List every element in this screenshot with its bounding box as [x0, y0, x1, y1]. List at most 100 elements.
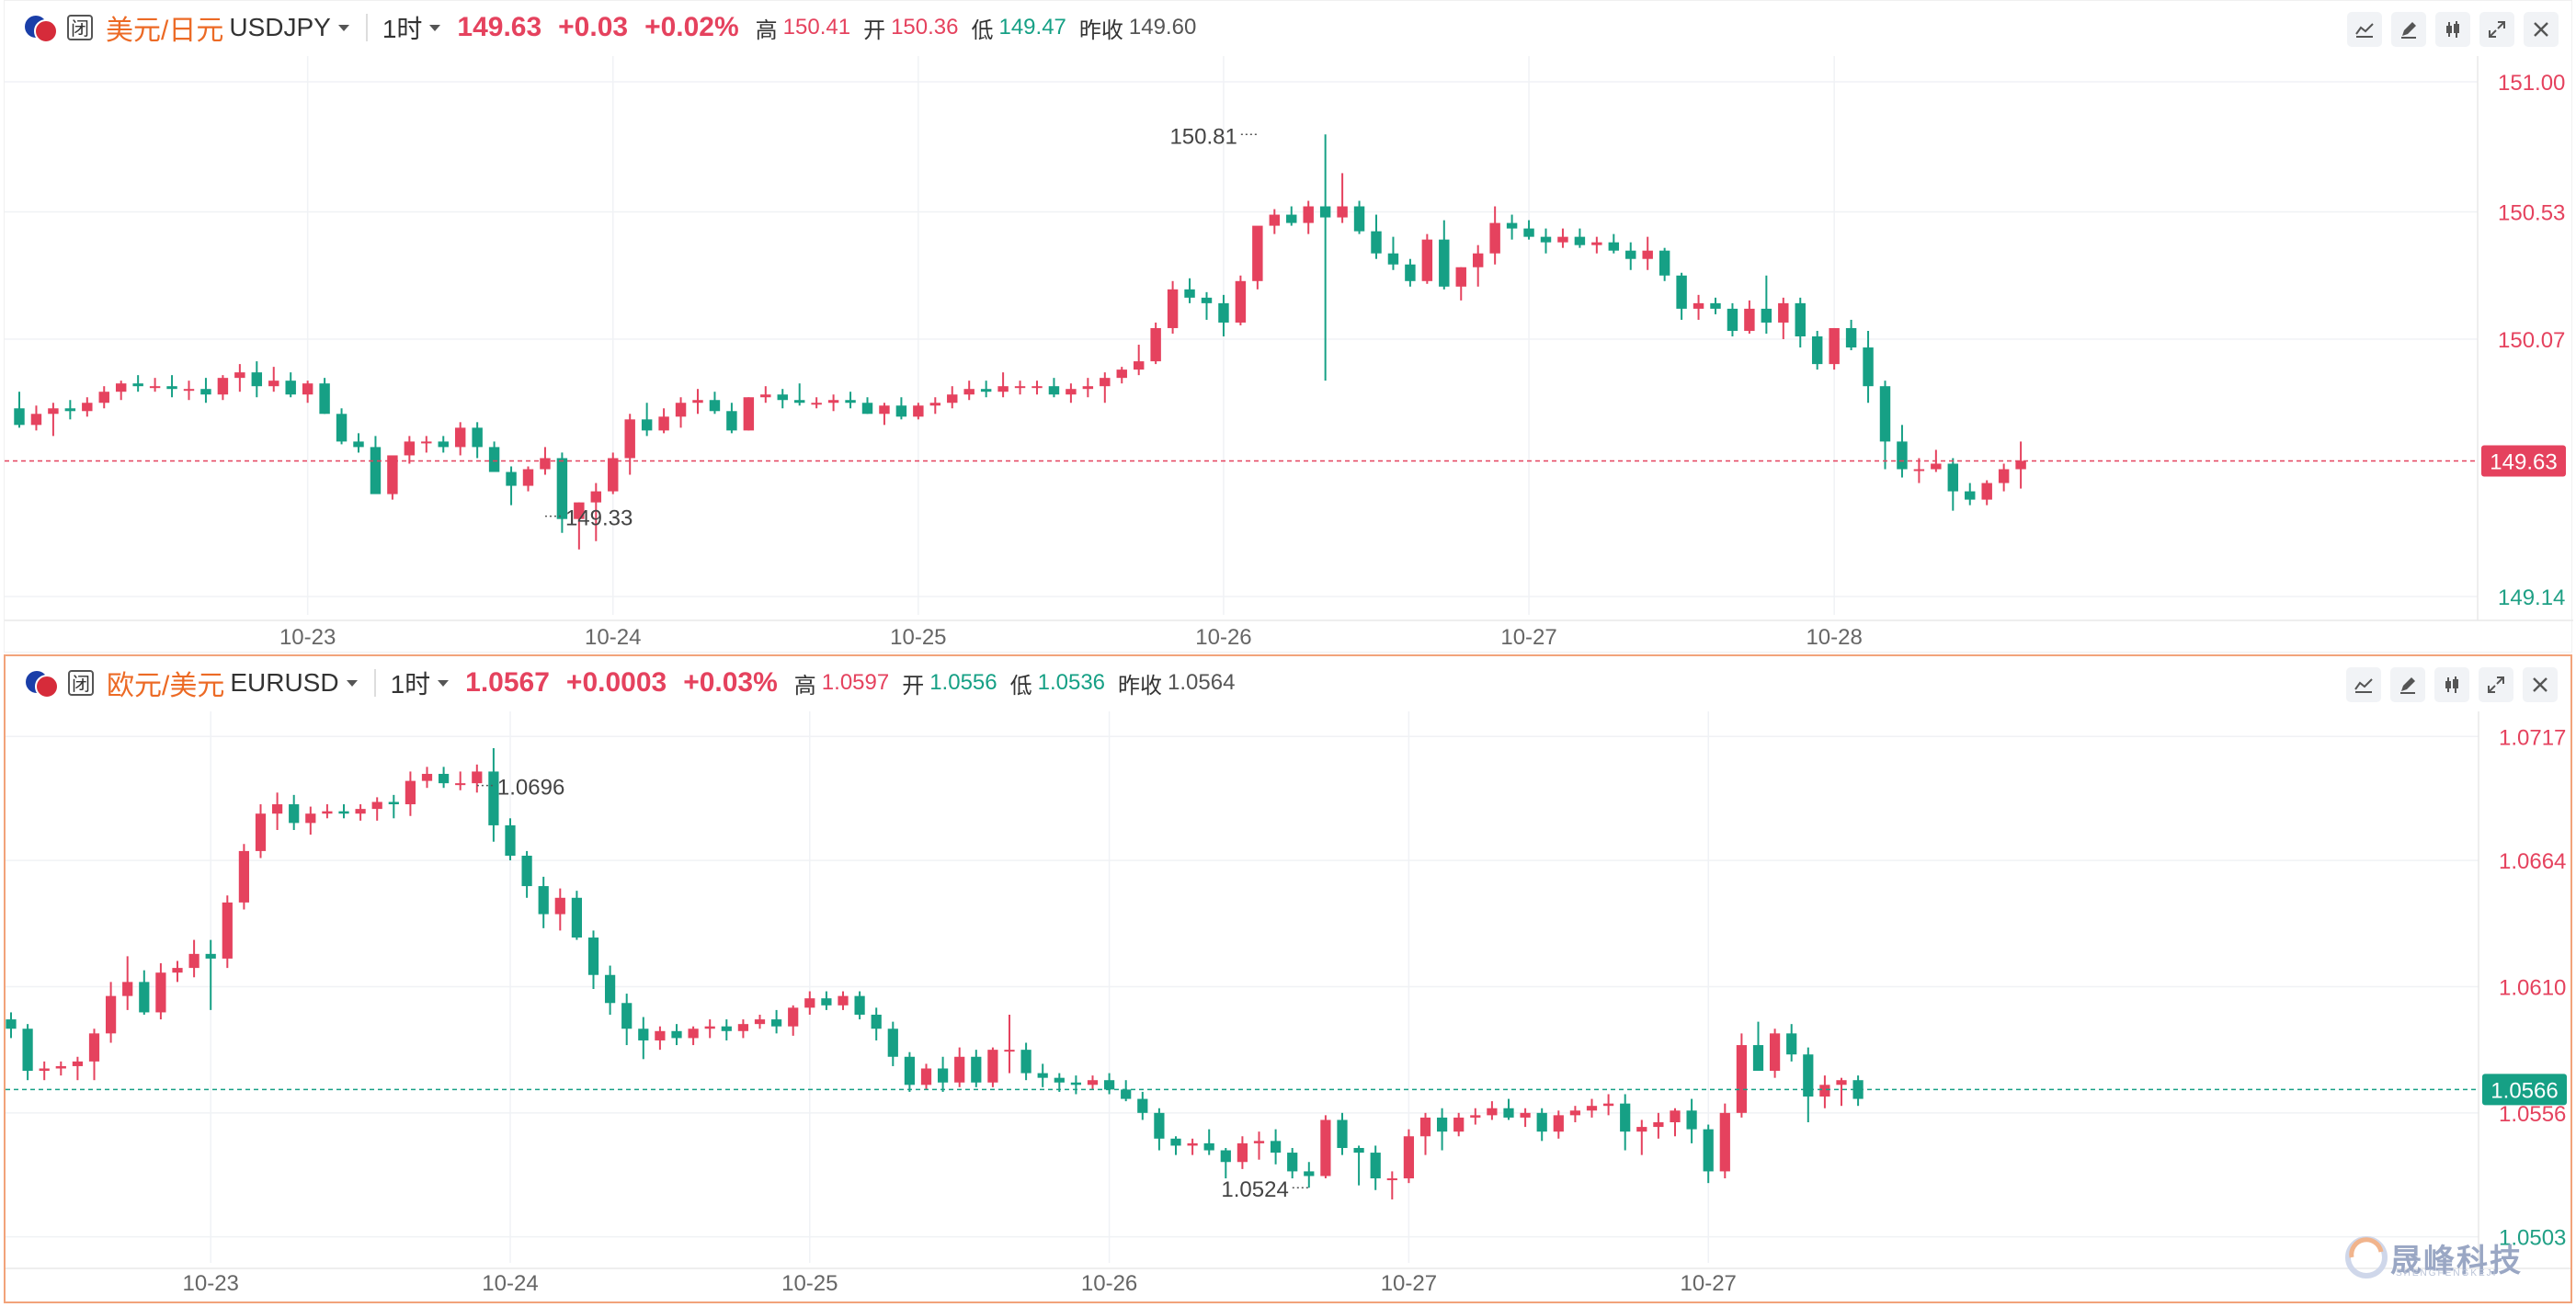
candle-body: [793, 400, 805, 403]
candle-body: [14, 408, 25, 426]
candles-icon[interactable]: [2434, 667, 2469, 702]
timeframe-dropdown-icon[interactable]: [429, 24, 441, 31]
candle-body: [172, 968, 183, 973]
candle-body: [1503, 1108, 1514, 1118]
current-price-tag: [2481, 445, 2566, 477]
candle-body: [353, 441, 364, 448]
candle-body: [122, 982, 133, 996]
candle-body: [1620, 1103, 1631, 1132]
low-label: 低: [1009, 673, 1032, 699]
candle-body: [871, 1014, 882, 1029]
expand-icon[interactable]: [2479, 667, 2513, 702]
line-chart-icon[interactable]: [2347, 12, 2382, 47]
candle-body: [624, 419, 635, 459]
candle-body: [39, 1068, 50, 1072]
prev-close-value: 149.60: [1128, 15, 1197, 40]
candle-body: [1087, 1080, 1099, 1085]
candle-body: [1303, 206, 1314, 223]
candle-body: [404, 441, 416, 456]
candle-body: [760, 394, 771, 398]
candle-body: [1319, 206, 1331, 218]
candle-body: [655, 1030, 666, 1040]
y-tick-label: 150.07: [2498, 328, 2565, 353]
divider: [373, 669, 376, 697]
candle-body: [1879, 386, 1891, 442]
pair-name[interactable]: 欧元/美元: [107, 671, 225, 701]
max-price-label: 1.0696: [497, 776, 564, 801]
candle-body: [1082, 386, 1094, 390]
candle-body: [1947, 463, 1959, 492]
timeframe-selector[interactable]: 1时: [382, 15, 423, 43]
candle-body: [1553, 1115, 1564, 1132]
timeframe-selector[interactable]: 1时: [390, 670, 431, 699]
candle-body: [88, 1033, 100, 1062]
symbol-dropdown-icon[interactable]: [337, 24, 349, 31]
candle-body: [1752, 1045, 1764, 1072]
candle-body: [1287, 1153, 1298, 1172]
eu-us-flag-icon: [26, 667, 59, 699]
candle-body: [1353, 1147, 1364, 1154]
candle-body: [838, 995, 849, 1006]
candle-body: [658, 416, 669, 431]
candle-body: [1658, 250, 1670, 276]
candle-body: [770, 1019, 782, 1027]
candle-body: [22, 1029, 33, 1072]
candle-body: [1270, 1141, 1282, 1154]
pencil-icon[interactable]: [2390, 667, 2425, 702]
line-chart-icon[interactable]: [2346, 667, 2381, 702]
close-icon[interactable]: [2524, 12, 2559, 47]
x-tick-label: 10-27: [1681, 1271, 1737, 1296]
candle-body: [217, 378, 229, 395]
candle-body: [166, 386, 177, 390]
candle-body: [1020, 1050, 1032, 1074]
candle-body: [1981, 483, 1992, 500]
candle-body: [271, 804, 283, 814]
eurusd-candle-chart[interactable]: 1.0717 1.0664 1.0610 1.0556 1.0503 10-23 10-24…: [6, 656, 2570, 1301]
candle-body: [338, 811, 349, 814]
candle-body: [1676, 275, 1687, 309]
pair-name[interactable]: 美元/日元: [106, 16, 224, 46]
candle-body: [472, 427, 483, 448]
candle-body: [421, 441, 432, 444]
candle-body: [1487, 1108, 1498, 1116]
pair-symbol[interactable]: USDJPY: [229, 13, 331, 41]
candle-body: [200, 389, 211, 395]
candle-body: [48, 408, 59, 415]
candle-body: [438, 441, 449, 448]
prev-close-label: 昨收: [1078, 17, 1123, 43]
candle-body: [1371, 231, 1382, 254]
pair-symbol[interactable]: EURUSD: [230, 668, 339, 697]
candle-body: [845, 400, 856, 403]
expand-icon[interactable]: [2479, 12, 2514, 47]
candle-body: [1014, 386, 1026, 389]
candle-body: [387, 455, 398, 494]
close-icon[interactable]: [2523, 667, 2558, 702]
usdjpy-candle-chart[interactable]: 151.00 150.53 150.07 149.14 10-23 10-24 10-25 1…: [5, 1, 2573, 654]
candle-body: [929, 403, 941, 406]
candle-body: [251, 372, 263, 387]
candle-body: [1727, 308, 1738, 331]
candle-body: [895, 405, 907, 417]
x-tick-label: 10-26: [1081, 1271, 1137, 1296]
candle-body: [608, 458, 619, 492]
candle-body: [98, 392, 109, 403]
pencil-icon[interactable]: [2391, 12, 2426, 47]
candle-body: [861, 403, 873, 415]
candle-body: [1506, 222, 1518, 229]
candle-body: [904, 1056, 916, 1085]
candle-body: [554, 897, 565, 915]
candle-body: [1931, 463, 1942, 470]
candle-body: [1170, 1138, 1181, 1146]
candle-body: [1070, 1082, 1082, 1085]
candle-body: [638, 1029, 649, 1040]
candles-icon[interactable]: [2435, 12, 2470, 47]
symbol-dropdown-icon[interactable]: [346, 679, 358, 687]
timeframe-dropdown-icon[interactable]: [438, 679, 450, 687]
candle-body: [1744, 308, 1755, 331]
candle-body: [506, 472, 517, 486]
usdjpy-chart-panel: 151.00 150.53 150.07 149.14 10-23 10-24 10-25 1…: [4, 0, 2573, 654]
candle-body: [222, 902, 233, 959]
candle-body: [1536, 1112, 1547, 1132]
high-label: 高: [755, 17, 778, 43]
candle-body: [1703, 1129, 1714, 1172]
